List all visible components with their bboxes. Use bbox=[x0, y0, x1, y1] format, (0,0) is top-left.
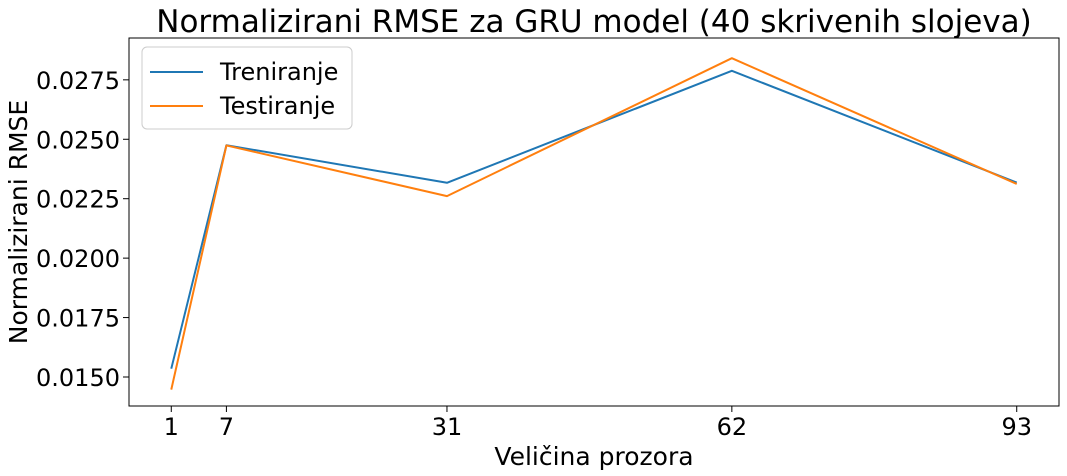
y-tick-label-0.0250: 0.0250 bbox=[36, 126, 120, 154]
y-tick-label-0.0225: 0.0225 bbox=[36, 186, 120, 214]
plot-area: 1 7 31 62 93 0.0150 0.0175 0.0200 0.0225 0.0250 0.… bbox=[36, 37, 1060, 441]
y-tick-label-0.0175: 0.0175 bbox=[36, 305, 120, 333]
legend-box bbox=[141, 46, 353, 130]
x-tick-label-93: 93 bbox=[1001, 413, 1032, 441]
legend-label-testiranje: Testiranje bbox=[219, 92, 335, 120]
x-tick-label-62: 62 bbox=[717, 413, 748, 441]
y-tick-label-0.0275: 0.0275 bbox=[36, 67, 120, 95]
x-tick-label-1: 1 bbox=[164, 413, 179, 441]
legend-label-treniranje: Treniranje bbox=[219, 58, 338, 86]
x-tick-label-7: 7 bbox=[219, 413, 234, 441]
x-axis-label: Veličina prozora bbox=[494, 442, 693, 471]
legend: Treniranje Testiranje bbox=[141, 46, 353, 130]
y-axis-label: Normalizirani RMSE bbox=[4, 100, 33, 344]
x-tick-label-31: 31 bbox=[432, 413, 463, 441]
plot-frame bbox=[128, 37, 1060, 407]
chart-title: Normalizirani RMSE za GRU model (40 skri… bbox=[156, 4, 1031, 40]
y-tick-label-0.0200: 0.0200 bbox=[36, 245, 120, 273]
y-tick-label-0.0150: 0.0150 bbox=[36, 364, 120, 392]
series-line-treniranje bbox=[170, 69, 1018, 369]
series-line-testiranje bbox=[170, 57, 1018, 390]
